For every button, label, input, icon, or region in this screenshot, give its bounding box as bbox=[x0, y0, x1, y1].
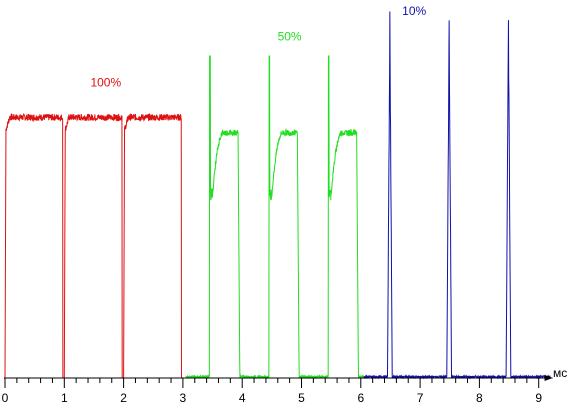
x-axis-unit: мс bbox=[553, 366, 567, 380]
series-line-3 bbox=[363, 11, 551, 380]
x-axis-arrow bbox=[544, 375, 553, 381]
series-line-1 bbox=[4, 113, 186, 379]
series-line-2 bbox=[185, 55, 365, 380]
series-layer bbox=[4, 11, 551, 380]
x-tick-label: 5 bbox=[298, 391, 305, 405]
series-label-2: 50% bbox=[278, 30, 302, 44]
series-labels: 100% 50% 10% bbox=[90, 4, 426, 90]
x-tick-label: 4 bbox=[239, 391, 246, 405]
x-tick-label: 3 bbox=[180, 391, 187, 405]
x-tick-label: 0 bbox=[2, 391, 9, 405]
x-tick-label: 2 bbox=[120, 391, 127, 405]
series-label-1: 100% bbox=[90, 76, 121, 90]
x-tick-label: 7 bbox=[417, 391, 424, 405]
series-label-3: 10% bbox=[402, 4, 426, 18]
x-tick-label: 8 bbox=[476, 391, 483, 405]
x-tick-label: 9 bbox=[535, 391, 542, 405]
x-tick-label: 6 bbox=[357, 391, 364, 405]
x-axis: 0 1 2 3 4 5 6 7 8 9 мс bbox=[2, 366, 568, 405]
x-tick-label: 1 bbox=[61, 391, 68, 405]
